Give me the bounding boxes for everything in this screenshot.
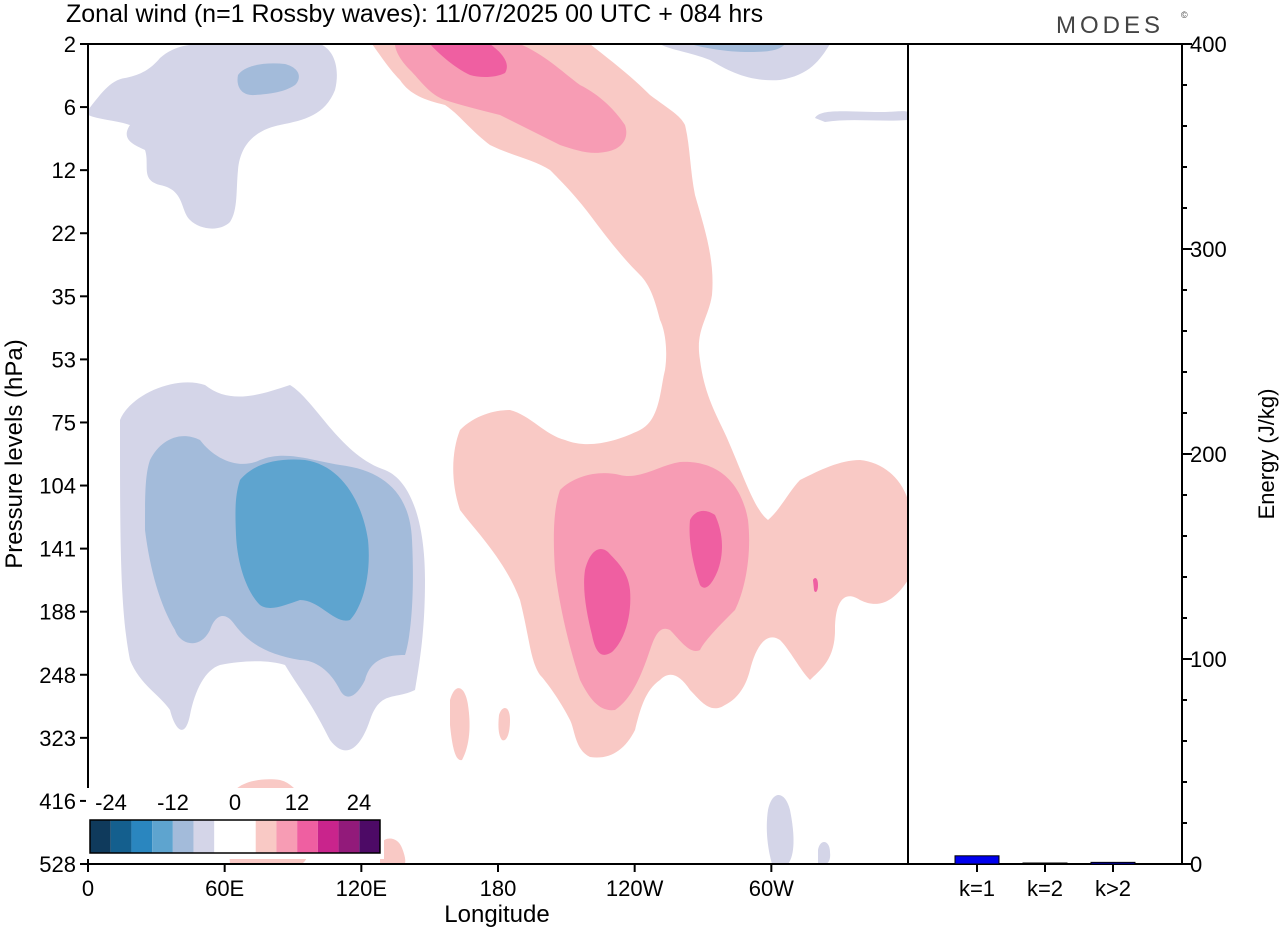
colorbar-swatch [359,820,380,853]
neg-contour-4-small-right [815,111,908,122]
y-tick-label: 528 [39,852,76,877]
neg-contour-4-top-right [660,44,830,81]
x-tick-label: 60W [749,876,794,901]
colorbar-swatch [193,820,215,853]
colorbar-swatch [338,820,360,853]
colorbar-swatch [235,820,256,853]
neg-contour-8-top-right [690,44,785,52]
energy-axis: 0 100 200 300 400 [1182,32,1227,877]
pos-contour-4-small-a [450,688,470,761]
pos-contour-12-right [689,510,722,588]
y-tick-label: 2 [64,32,76,57]
y-tick-label: 141 [39,537,76,562]
colorbar-swatch [317,820,339,853]
pos-contour-12-upper [430,44,507,78]
x-tick-label: 180 [480,876,517,901]
y-tick-label: 323 [39,726,76,751]
pos-contour-4-main [372,44,908,758]
energy-tick-label: 0 [1190,852,1202,877]
colorbar-tick-label: 24 [347,790,371,815]
x-axis-label: Longitude [444,901,549,928]
neg-contour-4-upper [88,44,337,229]
x-axis: 0 60E 120E 180 120W 60W [82,864,794,901]
neg-contour-12 [235,459,369,621]
modes-logo-mark: © [1181,10,1188,20]
colorbar-swatch [90,820,111,853]
neg-contour-8-upper [237,63,299,96]
contour-plot [88,44,908,864]
colorbar-tick-label: 12 [285,790,309,815]
pos-contour-8-upper [395,44,627,153]
energy-bar-3 [1090,861,1136,865]
colorbar-tick-label: -12 [157,790,189,815]
colorbar-swatch [276,820,298,853]
y-tick-label: 188 [39,600,76,625]
y-tick-label: 104 [39,474,76,499]
colorbar-tick-label: 0 [229,790,241,815]
pos-contour-small-dot [813,577,818,593]
energy-bars: k=1 k=2 k>2 [954,855,1136,901]
pos-contour-4-bottom-b [380,838,406,864]
colorbar-swatch [297,820,318,853]
neg-contour-4-bottom-b [818,841,831,864]
energy-axis-label: Energy (J/kg) [1254,389,1279,520]
y-tick-label: 248 [39,663,76,688]
pos-contour-12-left [584,549,631,655]
colorbar-swatch [131,820,153,853]
y-tick-label: 416 [39,789,76,814]
y-tick-label: 53 [52,347,76,372]
y-axis-label: Pressure levels (hPa) [1,339,28,568]
energy-category-label: k>2 [1095,876,1131,901]
modes-logo: MODES [1056,12,1164,39]
colorbar-swatch [255,820,277,853]
energy-tick-label: 400 [1190,32,1227,57]
colorbar-swatch [172,820,194,853]
energy-tick-label: 100 [1190,647,1227,672]
y-tick-label: 6 [64,95,76,120]
x-tick-label: 60E [205,876,244,901]
y-tick-label: 35 [52,284,76,309]
colorbar-swatch [152,820,173,853]
x-tick-label: 120E [336,876,387,901]
y-axis: 2 6 12 22 35 53 75 104 141 188 248 323 416 528 [39,32,88,877]
energy-tick-label: 200 [1190,442,1227,467]
x-tick-label: 0 [82,876,94,901]
energy-category-label: k=1 [959,876,995,901]
energy-category-label: k=2 [1027,876,1063,901]
colorbar-swatch [110,820,132,853]
colorbar-swatch [214,820,235,853]
x-tick-label: 120W [606,876,664,901]
energy-bar-2 [1022,862,1068,865]
colorbar: -24 -12 0 12 24 [86,788,384,859]
energy-bar-1 [954,855,1000,865]
energy-tick-label: 300 [1190,237,1227,262]
pos-contour-4-small-b [498,708,510,741]
y-tick-label: 22 [52,221,76,246]
neg-contour-4-bottom-a [766,795,794,864]
colorbar-tick-label: -24 [95,790,127,815]
colorbar-frame [89,819,381,854]
y-tick-label: 12 [52,158,76,183]
chart-title: Zonal wind (n=1 Rossby waves): 11/07/202… [66,0,763,28]
y-tick-label: 75 [52,410,76,435]
